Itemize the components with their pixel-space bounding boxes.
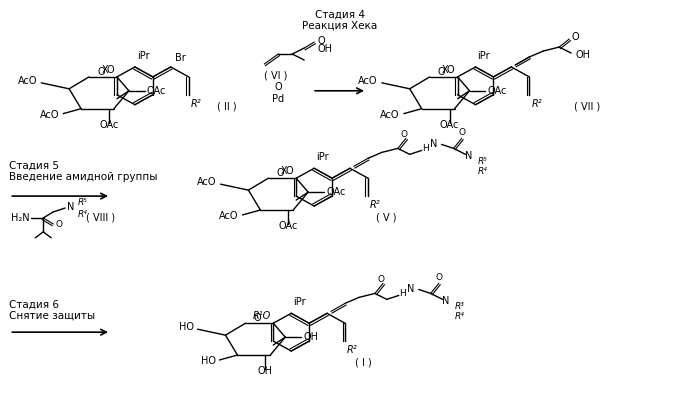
Text: R²: R² <box>370 200 380 210</box>
Text: Br: Br <box>175 53 185 63</box>
Text: iPr: iPr <box>316 152 329 162</box>
Text: R⁵: R⁵ <box>477 157 487 166</box>
Text: R²: R² <box>531 99 542 109</box>
Text: OH: OH <box>303 332 318 342</box>
Text: ( VIII ): ( VIII ) <box>86 213 115 223</box>
Text: N: N <box>407 285 415 294</box>
Text: Стадия 6
Снятие защиты: Стадия 6 Снятие защиты <box>9 299 96 321</box>
Text: R⁴: R⁴ <box>477 167 487 176</box>
Text: AcO: AcO <box>219 211 238 221</box>
Text: iPr: iPr <box>137 51 150 61</box>
Text: OH: OH <box>258 366 273 376</box>
Text: R²: R² <box>347 345 358 355</box>
Text: OH: OH <box>575 50 590 60</box>
Text: R⁵: R⁵ <box>78 198 88 206</box>
Text: H₂N: H₂N <box>11 213 30 223</box>
Text: ( V ): ( V ) <box>375 213 396 223</box>
Text: AcO: AcO <box>40 110 59 120</box>
Text: XO: XO <box>442 65 456 75</box>
Text: R⁴: R⁴ <box>78 210 88 219</box>
Text: OH: OH <box>317 44 332 54</box>
Text: Pd: Pd <box>272 94 284 104</box>
Text: XO: XO <box>101 65 115 75</box>
Text: iPr: iPr <box>477 51 490 61</box>
Text: OAc: OAc <box>147 86 166 96</box>
Text: O: O <box>377 275 384 284</box>
Text: O: O <box>458 128 465 137</box>
Text: H: H <box>422 144 429 153</box>
Text: R⁴: R⁴ <box>454 312 464 321</box>
Text: R¹O: R¹O <box>253 311 271 321</box>
Text: iPr: iPr <box>293 297 306 307</box>
Text: HO: HO <box>179 322 194 332</box>
Text: O: O <box>277 168 284 178</box>
Text: AcO: AcO <box>359 76 378 86</box>
Text: N: N <box>442 296 449 306</box>
Text: AcO: AcO <box>197 177 217 187</box>
Text: O: O <box>317 36 325 46</box>
Text: H: H <box>399 289 406 298</box>
Text: OAc: OAc <box>326 187 345 197</box>
Text: OAc: OAc <box>440 120 459 130</box>
Text: R²: R² <box>191 99 201 109</box>
Text: N: N <box>465 151 473 161</box>
Text: OAc: OAc <box>99 120 119 130</box>
Text: R³: R³ <box>454 302 464 311</box>
Text: Стадия 4
Реакция Хека: Стадия 4 Реакция Хека <box>303 9 377 31</box>
Text: OAc: OAc <box>487 86 507 96</box>
Text: OAc: OAc <box>279 221 298 231</box>
Text: O: O <box>275 82 282 92</box>
Text: O: O <box>254 313 261 323</box>
Text: XO: XO <box>280 166 294 176</box>
Text: HO: HO <box>201 356 215 366</box>
Text: Стадия 5
Введение амидной группы: Стадия 5 Введение амидной группы <box>9 161 158 182</box>
Text: ( VI ): ( VI ) <box>264 71 288 81</box>
Text: AcO: AcO <box>380 110 400 120</box>
Text: O: O <box>435 273 442 282</box>
Text: O: O <box>571 32 579 42</box>
Text: ( II ): ( II ) <box>217 102 236 112</box>
Text: O: O <box>97 67 105 77</box>
Text: AcO: AcO <box>17 76 37 86</box>
Text: N: N <box>67 202 75 212</box>
Text: ( VII ): ( VII ) <box>574 102 600 112</box>
Text: O: O <box>55 220 62 229</box>
Text: N: N <box>430 140 438 149</box>
Text: O: O <box>401 130 408 139</box>
Text: O: O <box>438 67 445 77</box>
Text: ( I ): ( I ) <box>354 358 371 368</box>
